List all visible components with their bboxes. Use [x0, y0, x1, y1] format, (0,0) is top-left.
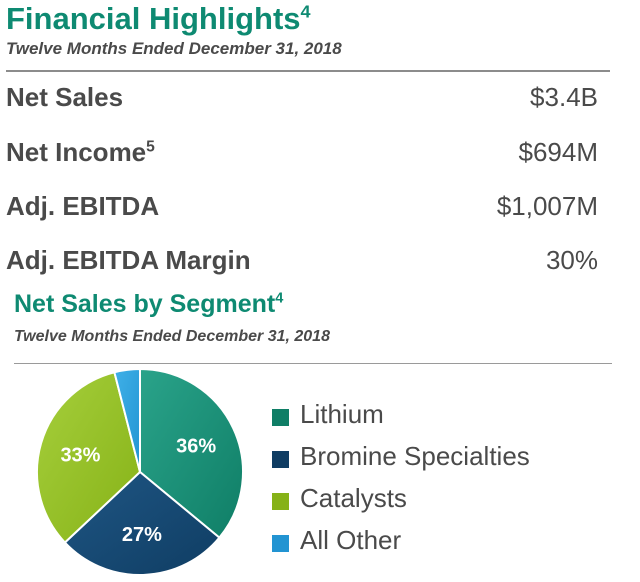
metric-label-text: Net Income — [6, 137, 147, 167]
financial-highlights-title-text: Financial Highlights — [6, 1, 301, 36]
financial-highlights-title: Financial Highlights4 — [6, 0, 311, 38]
pie-slice-catalysts — [36, 371, 142, 544]
metric-value: $1,007M — [496, 191, 598, 221]
metric-label: Adj. EBITDA Margin — [6, 245, 251, 275]
pie-slice-bromine-specialties — [63, 470, 221, 576]
pie-label-lithium: 36% — [176, 436, 216, 458]
legend-label: Catalysts — [300, 483, 407, 513]
metric-label: Net Sales — [6, 82, 124, 112]
highlights-divider — [6, 70, 610, 72]
metric-value: $694M — [518, 137, 599, 167]
metric-row-adj-ebitda-margin: Adj. EBITDA Margin 30% — [6, 245, 598, 281]
net-sales-by-segment-title: Net Sales by Segment4 — [14, 290, 283, 319]
pie-slice-lithium — [139, 368, 244, 540]
financial-highlights-subtitle: Twelve Months Ended December 31, 2018 — [6, 39, 342, 58]
pie-slice-all-other — [113, 368, 141, 473]
legend-swatch — [272, 451, 289, 468]
financial-highlights-footnote: 4 — [300, 1, 311, 22]
metric-value: $3.4B — [530, 82, 598, 112]
pie-label-bromine-specialties: 27% — [122, 524, 162, 546]
legend-swatch — [272, 535, 289, 552]
metric-row-adj-ebitda: Adj. EBITDA $1,007M — [6, 191, 598, 227]
pie-label-catalysts: 33% — [60, 445, 100, 467]
legend-label: Lithium — [300, 399, 384, 429]
metric-value: 30% — [545, 245, 598, 275]
segment-title-text: Net Sales by Segment — [14, 290, 276, 318]
segment-pie-chart: 36% 27% 33% — [36, 368, 244, 576]
segment-divider — [14, 363, 612, 364]
metric-row-net-sales: Net Sales $3.4B — [6, 82, 598, 118]
legend-swatch — [272, 493, 289, 510]
metric-label: Net Income5 — [6, 137, 155, 168]
metric-footnote: 5 — [146, 138, 155, 156]
metric-row-net-income: Net Income5 $694M — [6, 137, 598, 173]
segment-subtitle: Twelve Months Ended December 31, 2018 — [14, 328, 330, 345]
legend-label: All Other — [300, 525, 402, 555]
metric-label: Adj. EBITDA — [6, 191, 160, 221]
legend-label: Bromine Specialties — [300, 441, 530, 471]
segment-footnote: 4 — [275, 290, 284, 307]
legend-swatch — [272, 409, 289, 426]
